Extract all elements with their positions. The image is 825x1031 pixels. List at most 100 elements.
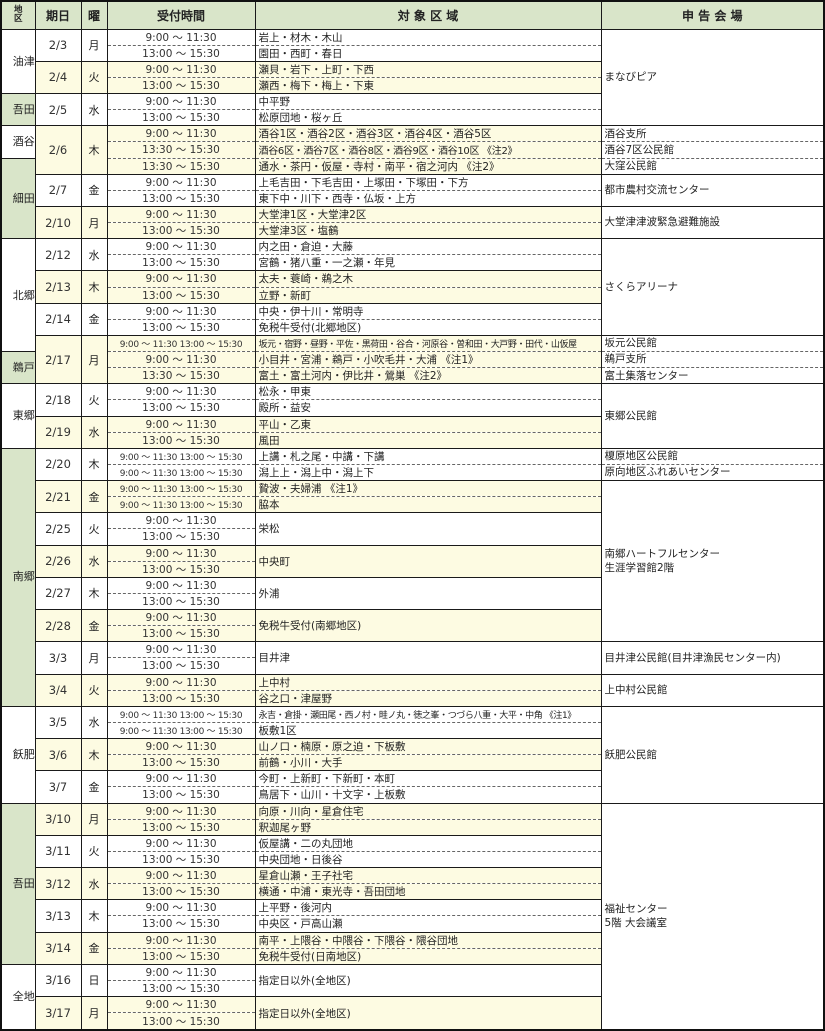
area-cell: 殿所・益安 xyxy=(254,399,601,416)
schedule-row: 酒谷 2/6 木 9:00 ～ 11:30 酒谷1区・酒谷2区・酒谷3区・酒谷4区・酒谷… xyxy=(0,125,824,175)
time-cell: 9:00 ～ 11:30 xyxy=(106,899,255,916)
table-header: 地区 期日 曜 受付時間 対 象 区 域 申 告 会 場 xyxy=(0,0,825,30)
day-cell: 水 xyxy=(80,544,107,578)
time-cell: 13:00 ～ 15:30 xyxy=(106,915,255,932)
venue-line: 東郷公民館 xyxy=(604,409,658,422)
district-label: 細田 xyxy=(12,191,35,205)
area-cell: 目井津 xyxy=(254,641,601,674)
venue-cell: 酒谷支所 xyxy=(600,125,824,142)
district-cell: 細田 xyxy=(0,157,35,239)
district-cell: 油津 xyxy=(0,28,35,94)
schedule-row: 2/26 水 9:00 ～ 11:30 中央町 xyxy=(1,544,824,578)
venue-cell: 原向地区ふれあいセンター xyxy=(600,463,824,481)
date-cell: 3/12 xyxy=(34,866,81,900)
schedule-row: 13:00 ～ 15:30 xyxy=(1,560,824,578)
area-cell: 向原・川向・星倉住宅 xyxy=(254,802,601,820)
time-cell: 13:00 ～ 15:30 xyxy=(106,592,255,610)
day-cell: 火 xyxy=(80,60,107,94)
schedule-row: 13:00 ～ 15:30 免税牛受付(日南地区) xyxy=(1,947,824,965)
time-cell: 9:00 ～ 11:30 xyxy=(106,270,255,287)
date-cell: 2/21 xyxy=(34,479,81,513)
schedule-row: 13:00 ～ 15:30 殿所・益安 xyxy=(1,399,824,416)
date-cell: 2/25 xyxy=(34,512,81,545)
time-cell: 9:00 ～ 11:30 xyxy=(106,302,255,320)
schedule-row: 3/7 金 9:00 ～ 11:30 今町・上新町・下新町・本町 xyxy=(1,770,824,803)
venue-line: 生涯学習館2階 xyxy=(604,562,675,575)
area-cell: 平山・乙東 xyxy=(254,415,601,433)
schedule-row: 北郷 2/12 水 9:00 ～ 11:30 内之田・倉迫・大藤 さくらアリーナ xyxy=(0,238,824,352)
time-cell: 9:00 ～ 11:30 xyxy=(106,173,255,191)
district-cell: 吾田 xyxy=(0,802,35,965)
schedule-row: 13:00 ～ 15:30 大堂津3区・塩鶴 xyxy=(1,221,824,239)
area-cell: 岩上・材木・木山 xyxy=(254,28,601,46)
area-cell: 潟上上・潟上中・潟上下 xyxy=(254,463,601,481)
schedule-row: 13:00 ～ 15:30 谷之口・津屋野 xyxy=(1,689,824,707)
schedule-row: 9:00 ～ 11:30 13:00 ～ 15:30 潟上上・潟上中・潟上下 原向地… xyxy=(1,463,824,481)
schedule-row: 13:30 ～ 15:30 富土・富土河内・伊比井・鶯巣 《注2》 富土集落センター xyxy=(1,367,824,384)
area-cell: 中央・伊十川・常明寺 xyxy=(254,302,601,320)
schedule-row: 2/4 火 9:00 ～ 11:30 瀬貝・岩下・上町・下西 xyxy=(1,60,824,94)
day-cell: 木 xyxy=(80,447,107,481)
day-cell: 日 xyxy=(80,963,107,997)
schedule-row: 13:00 ～ 15:30 免税牛受付(北郷地区) xyxy=(1,318,824,336)
time-cell: 9:00 ～ 11:30 xyxy=(106,383,255,400)
area-cell: 通水・茶円・仮屋・寺村・南平・宿之河内 《注2》 xyxy=(254,157,601,175)
schedule-row: 2/10 月 9:00 ～ 11:30 大堂津1区・大堂津2区 大堂津津波緊急避難施設 xyxy=(1,205,824,239)
district-label: 鵜戸 xyxy=(12,361,35,375)
time-cell: 13:00 ～ 15:30 xyxy=(106,818,255,836)
area-cell: 大堂津1区・大堂津2区 xyxy=(254,205,601,223)
schedule-row: 鵜戸 9:00 ～ 11:30 小目井・宮浦・鵜戸・小吹毛井・大浦 《注1》 鵜戸支所 xyxy=(0,350,824,384)
date-cell: 3/5 xyxy=(34,705,81,739)
day-cell: 水 xyxy=(80,415,107,449)
time-cell: 13:00 ～ 15:30 xyxy=(106,689,255,707)
area-cell: 園田・西町・春日 xyxy=(254,44,601,62)
venue-cell: 酒谷7区公民館 xyxy=(600,141,824,158)
venue-cell: 飫肥公民館 xyxy=(600,705,824,803)
schedule-row: 13:00 ～ 15:30 中央団地・日後谷 xyxy=(1,850,824,868)
venue-cell: さくらアリーナ xyxy=(600,238,824,336)
area-cell: 酒谷1区・酒谷2区・酒谷3区・酒谷4区・酒谷5区 xyxy=(254,125,601,142)
schedule-row: 2/19 水 9:00 ～ 11:30 平山・乙東 xyxy=(1,415,824,449)
district-label: 南郷 xyxy=(12,570,35,584)
date-cell: 2/18 xyxy=(34,383,81,416)
district-label: 全地区 xyxy=(12,990,35,1004)
area-cell: 大堂津3区・塩鶴 xyxy=(254,221,601,239)
schedule-row: 3/11 火 9:00 ～ 11:30 仮屋講・二の丸団地 xyxy=(1,834,824,868)
time-cell: 9:00 ～ 11:30 xyxy=(106,350,255,368)
district-label: 吾田 xyxy=(12,876,35,890)
date-cell: 2/17 xyxy=(34,334,81,384)
day-cell: 火 xyxy=(80,673,107,707)
area-cell: 外浦 xyxy=(254,576,601,610)
area-cell: 酒谷6区・酒谷7区・酒谷8区・酒谷9区・酒谷10区 《注2》 xyxy=(254,141,601,158)
venue-cell: 目井津公民館(目井津漁民センター内) xyxy=(600,641,824,674)
venue-line: 大堂津津波緊急避難施設 xyxy=(604,216,721,229)
area-cell: 鳥居下・山川・十文字・上板敷 xyxy=(254,786,601,803)
area-cell: 指定日以外(全地区) xyxy=(254,963,601,997)
time-cell: 13:00 ～ 15:30 xyxy=(106,221,255,239)
date-cell: 2/10 xyxy=(34,205,81,239)
area-cell: 永吉・倉掛・瀬田尾・西ノ村・畦ノ丸・徳之峯・つづら八重・大平・中角 《注1》 xyxy=(254,705,601,723)
schedule-row: 2/17 月 9:00 ～ 11:30 13:00 ～ 15:30 坂元・宿野・昼野・… xyxy=(1,334,824,384)
area-cell: 風田 xyxy=(254,431,601,449)
day-cell: 月 xyxy=(80,334,107,384)
time-cell: 9:00 ～ 11:30 13:00 ～ 15:30 xyxy=(106,721,255,739)
day-cell: 月 xyxy=(80,205,107,239)
time-cell: 13:00 ～ 15:30 xyxy=(106,189,255,207)
area-cell: 贄波・夫婦浦 《注1》 xyxy=(254,479,601,497)
time-cell: 9:00 ～ 11:30 13:00 ～ 15:30 xyxy=(106,479,255,497)
schedule-row: 南郷 2/20 木 9:00 ～ 11:30 13:00 ～ 15:30 上講・札之尾・… xyxy=(0,447,824,707)
column-header-date: 期日 xyxy=(34,0,82,30)
district-cell: 鵜戸 xyxy=(0,350,35,384)
schedule-row: 13:00 ～ 15:30 園田・西町・春日 xyxy=(1,44,824,62)
area-cell: 上講・札之尾・中講・下講 xyxy=(254,447,601,465)
area-cell: 立野・新町 xyxy=(254,286,601,304)
date-cell: 2/13 xyxy=(34,270,81,304)
date-cell: 2/12 xyxy=(34,238,81,271)
venue-cell: 榎原地区公民館 xyxy=(600,447,824,465)
area-cell: 松永・甲東 xyxy=(254,383,601,400)
schedule-row: 13:30 ～ 15:30 酒谷6区・酒谷7区・酒谷8区・酒谷9区・酒谷10区 《… xyxy=(1,141,824,158)
schedule-row: 13:00 ～ 15:30 東下中・川下・西寺・仏坂・上方 xyxy=(1,189,824,207)
area-cell: 今町・上新町・下新町・本町 xyxy=(254,770,601,787)
venue-line: 上中村公民館 xyxy=(604,684,668,697)
date-cell: 3/3 xyxy=(34,641,81,674)
